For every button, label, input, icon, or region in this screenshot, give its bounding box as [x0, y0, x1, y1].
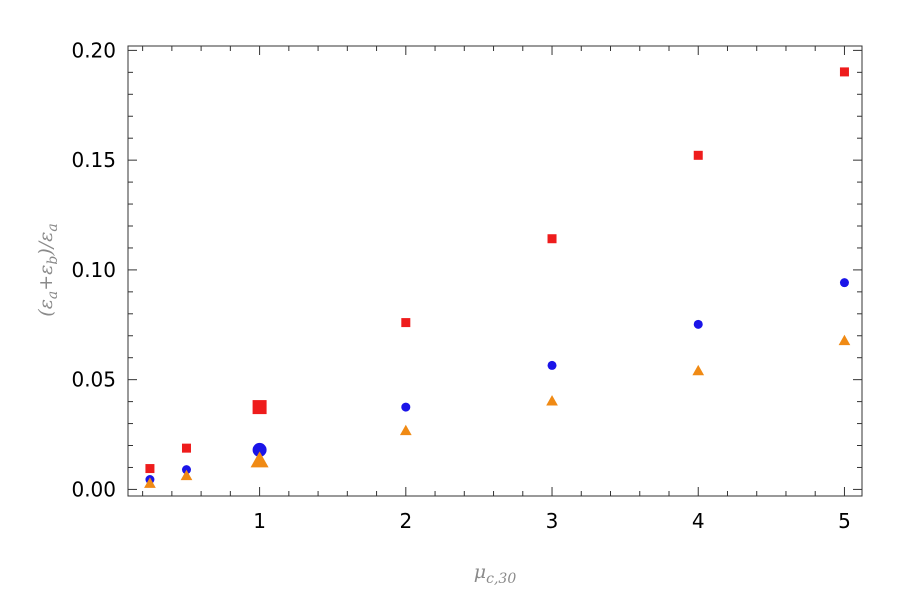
circle-point	[693, 319, 703, 329]
circle-point	[839, 278, 849, 288]
triangle-point	[399, 424, 412, 436]
x-tick-label: 4	[692, 509, 705, 533]
circle-point	[181, 465, 191, 475]
square-point	[252, 400, 267, 415]
square-point	[693, 150, 703, 160]
y-tick-label: 0.05	[71, 368, 116, 392]
data-marks	[144, 67, 851, 488]
triangle-point	[692, 364, 705, 376]
square-point	[839, 67, 849, 77]
y-tick-label: 0.20	[71, 38, 116, 62]
triangle-point	[546, 395, 558, 406]
circle-point	[252, 442, 267, 457]
x-tick-label: 5	[838, 509, 851, 533]
x-tick-label: 2	[399, 509, 412, 533]
triangle-point	[838, 334, 851, 346]
x-axis-label: μc,30	[474, 561, 517, 587]
axis-ticks	[128, 46, 862, 496]
y-tick-label: 0.00	[71, 477, 116, 501]
square-point	[547, 234, 557, 244]
triangle-point	[180, 469, 193, 481]
x-tick-label: 3	[546, 509, 559, 533]
triangle-point	[144, 477, 156, 488]
square-point	[181, 443, 191, 453]
circle-point	[547, 360, 557, 370]
y-axis-label: (εa+εb)/εa	[35, 223, 61, 316]
y-tick-label: 0.10	[71, 258, 116, 282]
plot-frame	[127, 45, 863, 497]
circle-point	[401, 402, 411, 412]
square-point	[145, 464, 155, 474]
y-tick-label: 0.15	[71, 148, 116, 172]
tick-labels: 1 2 3 4 5 0.00 0.05 0.10 0.15 0.20	[71, 38, 850, 533]
triangle-point	[250, 451, 269, 468]
square-point	[401, 318, 411, 328]
x-tick-label: 1	[253, 509, 266, 533]
